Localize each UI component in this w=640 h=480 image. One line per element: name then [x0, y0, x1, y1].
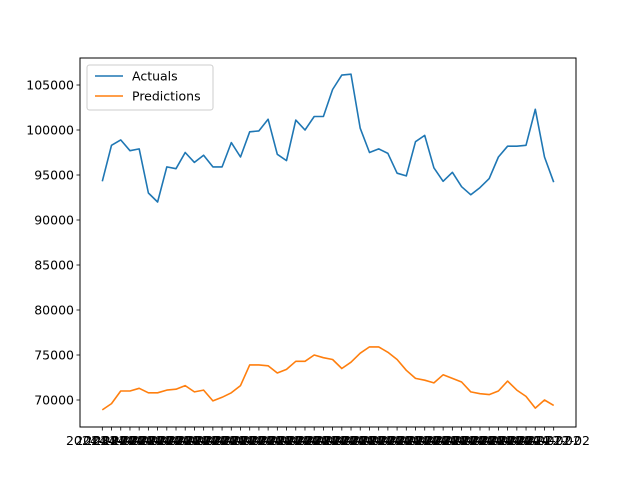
x-tick-label: 2024-12-02 [499, 433, 572, 448]
x-tick-label: 2024-12-02 [130, 433, 203, 448]
x-tick-label: 2024-12-02 [177, 433, 250, 448]
x-tick-label: 2024-12-02 [352, 433, 425, 448]
x-tick-label: 2024-12-02 [103, 433, 176, 448]
x-tick-label: 2024-12-02 [305, 433, 378, 448]
y-tick-label: 95000 [34, 168, 74, 183]
plot-frame [79, 57, 577, 428]
x-tick-label: 2024-12-02 [112, 433, 185, 448]
x-tick-label: 2024-12-02 [508, 433, 581, 448]
legend-label-predictions: Predictions [132, 89, 201, 104]
x-tick-label: 2024-12-02 [296, 433, 369, 448]
x-tick-label: 2024-12-02 [204, 433, 277, 448]
y-tick-label: 100000 [26, 123, 74, 138]
x-tick-label: 2024-12-02 [370, 433, 443, 448]
x-tick-label: 2024-12-02 [186, 433, 259, 448]
x-tick-label: 2024-12-02 [342, 433, 415, 448]
y-tick-label: 80000 [34, 303, 74, 318]
x-tick-label: 2024-12-02 [223, 433, 296, 448]
x-tick-label: 2024-12-02 [167, 433, 240, 448]
x-tick-label: 2024-12-02 [66, 433, 139, 448]
x-tick-label: 2024-12-02 [398, 433, 471, 448]
x-tick-label: 2024-12-02 [84, 433, 157, 448]
x-tick-label: 2024-12-02 [453, 433, 526, 448]
y-tick-label: 90000 [34, 213, 74, 228]
x-tick-label: 2024-12-02 [361, 433, 434, 448]
x-tick-label: 2024-12-02 [158, 433, 231, 448]
x-tick-label: 2024-12-02 [269, 433, 342, 448]
x-tick-label: 2024-12-02 [250, 433, 323, 448]
x-tick-label: 2024-12-02 [388, 433, 461, 448]
x-tick-label: 2024-12-02 [315, 433, 388, 448]
x-tick-label: 2024-12-02 [379, 433, 452, 448]
x-tick-label: 2024-12-02 [434, 433, 507, 448]
x-tick-label: 2024-12-02 [149, 433, 222, 448]
y-tick-label: 70000 [34, 393, 74, 408]
x-tick-label: 2024-12-02 [287, 433, 360, 448]
x-tick-label: 2024-12-02 [75, 433, 148, 448]
x-tick-label: 2024-12-02 [140, 433, 213, 448]
x-tick-label: 2024-12-02 [425, 433, 498, 448]
x-tick-label: 2024-12-02 [324, 433, 397, 448]
legend-label-actuals: Actuals [132, 69, 178, 84]
x-tick-label: 2024-12-02 [213, 433, 286, 448]
x-tick-label: 2024-12-02 [241, 433, 314, 448]
y-tick-label: 105000 [26, 78, 74, 93]
x-tick-label: 2024-12-02 [121, 433, 194, 448]
y-tick-label: 75000 [34, 348, 74, 363]
x-tick-label: 2024-12-02 [259, 433, 332, 448]
x-tick-label: 2024-12-02 [94, 433, 167, 448]
x-tick-label: 2024-12-02 [278, 433, 351, 448]
x-tick-label: 2024-12-02 [490, 433, 563, 448]
x-tick-label: 2024-12-02 [232, 433, 305, 448]
x-tick-label: 2024-12-02 [444, 433, 517, 448]
y-tick-label: 85000 [34, 258, 74, 273]
x-tick-label: 2024-12-02 [462, 433, 535, 448]
x-tick-label: 2024-12-02 [416, 433, 489, 448]
x-tick-label: 2024-12-02 [407, 433, 480, 448]
x-tick-label: 2024-12-02 [195, 433, 268, 448]
x-tick-label: 2024-12-02 [517, 433, 590, 448]
series-line-predictions [101, 346, 555, 411]
x-tick-label: 2024-12-02 [333, 433, 406, 448]
plot-area [80, 58, 576, 427]
series-line-actuals [101, 73, 555, 203]
x-tick-label: 2024-12-02 [471, 433, 544, 448]
x-tick-label: 2024-12-02 [481, 433, 554, 448]
